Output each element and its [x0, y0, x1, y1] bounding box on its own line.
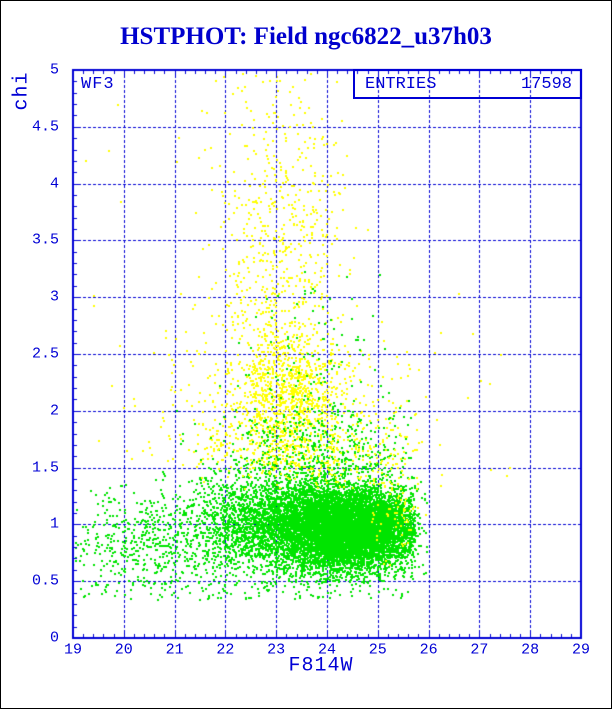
- x-tick-label-22: 22: [216, 641, 235, 659]
- y-tick-label-2: 2: [49, 402, 59, 420]
- y-tick-label-0: 0: [49, 629, 59, 647]
- x-tick-label-19: 19: [63, 641, 83, 659]
- y-tick-label-4.5: 4.5: [31, 118, 59, 136]
- x-tick-label-29: 29: [571, 641, 591, 659]
- y-tick-label-1: 1: [49, 515, 59, 533]
- entries-label: ENTRIES: [365, 74, 437, 94]
- x-axis-label: F814W: [288, 654, 354, 678]
- y-tick-label-2.5: 2.5: [31, 345, 59, 363]
- x-tick-label-28: 28: [521, 641, 540, 659]
- y-tick-label-3: 3: [49, 288, 59, 306]
- y-axis-label: chi: [10, 71, 34, 111]
- x-tick-label-21: 21: [165, 641, 184, 659]
- entries-value: 17598: [520, 74, 572, 94]
- detector-label: WF3: [81, 75, 115, 94]
- y-tick-label-1.5: 1.5: [31, 459, 59, 477]
- y-tick-label-3.5: 3.5: [31, 231, 59, 249]
- x-tick-label-23: 23: [267, 641, 286, 659]
- x-tick-label-25: 25: [368, 641, 387, 659]
- y-tick-label-0.5: 0.5: [31, 572, 59, 590]
- y-tick-label-4: 4: [49, 175, 59, 193]
- x-tick-label-27: 27: [470, 641, 489, 659]
- entries-stat-box: ENTRIES 17598: [353, 69, 582, 99]
- x-tick-label-26: 26: [419, 641, 438, 659]
- y-tick-label-5: 5: [49, 61, 59, 79]
- x-tick-label-20: 20: [114, 641, 133, 659]
- x-tick-label-24: 24: [317, 641, 337, 659]
